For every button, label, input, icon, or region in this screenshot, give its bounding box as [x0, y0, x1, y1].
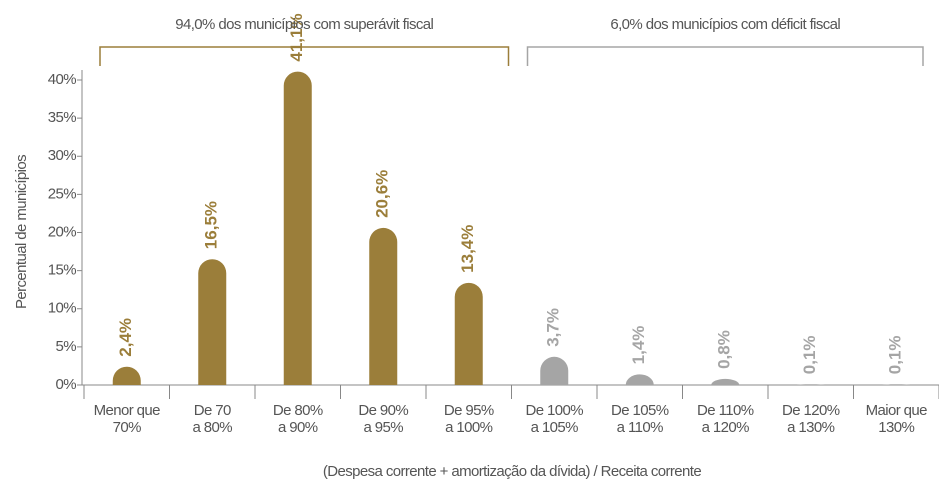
x-tick-label: De 105% a 110%	[611, 402, 669, 436]
x-tick-label-line: a 90%	[278, 419, 318, 436]
x-axis-label: (Despesa corrente + amortização da dívid…	[323, 463, 701, 480]
value-label: 41,1%	[287, 13, 306, 61]
x-tick-label: De 80% a 90%	[273, 402, 323, 436]
value-label: 2,4%	[116, 318, 135, 357]
x-tick-label-line: De 105%	[611, 402, 669, 419]
x-tick-label: Maior que 130%	[866, 402, 928, 436]
bar	[369, 227, 398, 385]
x-tick-label-line: a 130%	[787, 419, 835, 436]
x-tick-label: De 90% a 95%	[358, 402, 408, 436]
value-label: 16,5%	[202, 201, 221, 249]
y-tick-label: 10%	[48, 300, 76, 317]
x-tick-label-line: 130%	[878, 419, 914, 436]
x-tick-label: De 120% a 130%	[782, 402, 840, 436]
x-tick-label-line: Menor que	[94, 402, 161, 419]
x-tick-label-line: a 120%	[702, 419, 750, 436]
y-tick-label: 40%	[48, 71, 76, 88]
x-tick-label: De 95% a 100%	[444, 402, 494, 436]
x-tick-label: De 110% a 120%	[697, 402, 754, 436]
x-tick-label-line: Maior que	[866, 402, 928, 419]
value-label: 3,7%	[544, 308, 563, 347]
bar	[198, 259, 227, 385]
bracket	[99, 46, 510, 66]
annotation: 6,0% dos municípios com déficit fiscal	[610, 16, 840, 33]
x-tick-label-line: a 95%	[363, 419, 403, 436]
value-label: 20,6%	[373, 170, 392, 218]
x-tick-label-line: De 90%	[358, 402, 408, 419]
x-tick-label-line: a 105%	[531, 419, 579, 436]
x-tick-label-line: a 110%	[617, 419, 663, 436]
y-tick-label: 15%	[48, 262, 76, 279]
bar	[454, 282, 483, 385]
bar	[625, 374, 654, 385]
value-label: 0,1%	[800, 335, 819, 374]
bar	[540, 356, 569, 385]
value-label: 13,4%	[458, 225, 477, 273]
x-tick-label-line: 70%	[113, 419, 141, 436]
x-tick-label-line: a 80%	[192, 419, 232, 436]
x-tick-label-line: a 100%	[445, 419, 493, 436]
y-tick-label: 35%	[48, 109, 76, 126]
bar	[711, 378, 740, 385]
x-tick-label: De 100% a 105%	[525, 402, 583, 436]
x-tick-label-line: De 80%	[273, 402, 323, 419]
x-tick-label-line: De 70	[194, 402, 231, 419]
y-tick-label: 30%	[48, 147, 76, 164]
annotation: 94,0% dos municípios com superávit fisca…	[175, 16, 433, 33]
x-tick-label: Menor que 70%	[94, 402, 161, 436]
bar	[796, 384, 825, 385]
y-axis-label: Percentual de municípios	[13, 155, 30, 309]
bar	[112, 366, 141, 385]
bar	[283, 71, 312, 386]
x-tick-label-line: De 110%	[697, 402, 754, 419]
y-tick-label: 25%	[48, 185, 76, 202]
y-tick-label: 5%	[56, 338, 77, 355]
x-tick-label-line: De 120%	[782, 402, 840, 419]
bracket	[526, 46, 924, 66]
y-tick-label: 0%	[56, 376, 77, 393]
x-tick-label-line: De 100%	[525, 402, 583, 419]
bar	[882, 384, 911, 385]
x-tick-label-line: De 95%	[444, 402, 494, 419]
value-label: 1,4%	[629, 326, 648, 365]
value-label: 0,1%	[886, 335, 905, 374]
x-tick-label: De 70 a 80%	[192, 402, 232, 436]
value-label: 0,8%	[715, 330, 734, 369]
y-tick-label: 20%	[48, 223, 76, 240]
